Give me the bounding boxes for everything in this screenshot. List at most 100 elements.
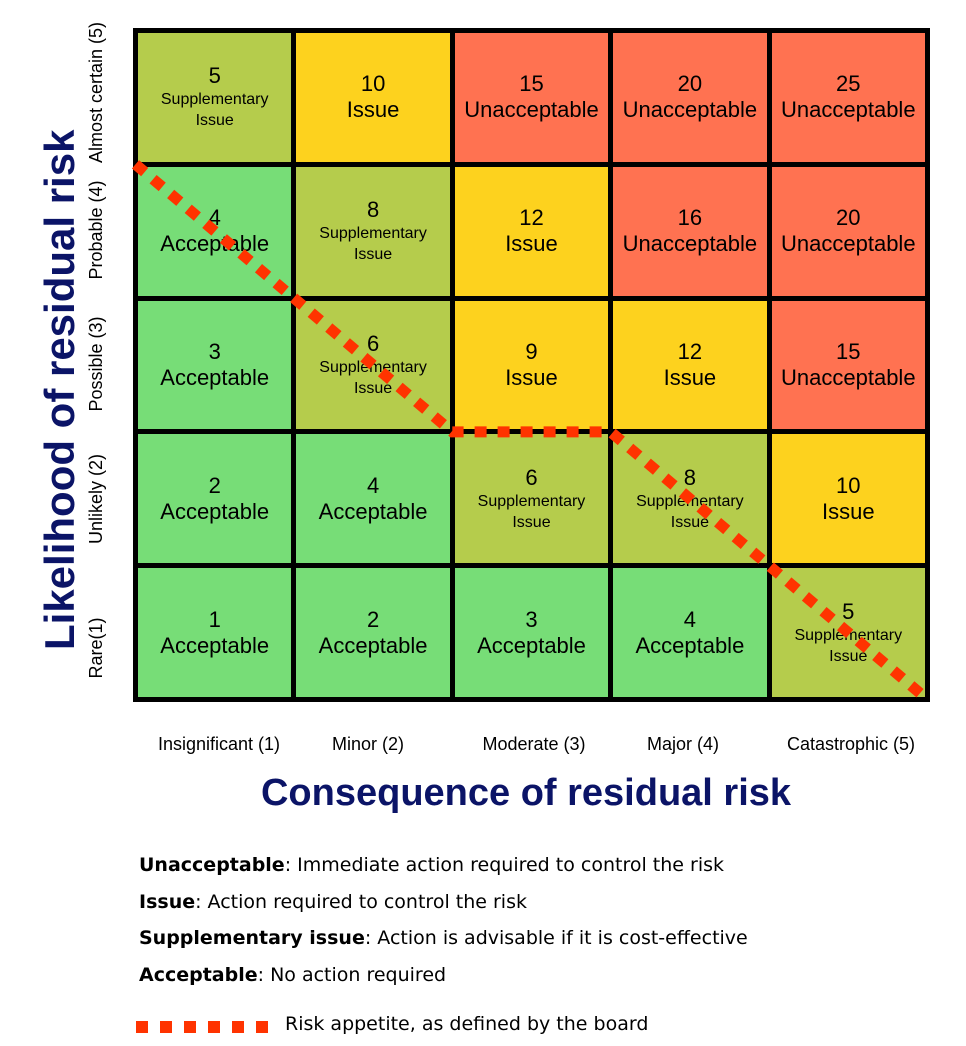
row-label-possible: Possible (3)	[86, 316, 106, 412]
matrix-cell: 12 Issue	[454, 166, 609, 296]
row-label-rare: Rare(1)	[86, 617, 106, 679]
cell-label: Issue	[505, 364, 558, 390]
legend-supplementary: Supplementary issue: Action is advisable…	[139, 926, 748, 950]
cell-score: 12	[519, 205, 544, 231]
matrix-cell: 2 Acceptable	[296, 568, 450, 697]
cell-label: Supplementary	[319, 225, 427, 243]
col-label-catastrophic: Catastrophic (5)	[786, 734, 916, 754]
col-label-moderate: Moderate (3)	[482, 734, 586, 754]
matrix-cell: 9 Issue	[454, 300, 609, 430]
cell-label: Unacceptable	[622, 231, 758, 257]
legend-acceptable: Acceptable: No action required	[139, 963, 446, 987]
cell-label: Acceptable	[477, 632, 586, 658]
cell-score: 15	[836, 338, 861, 364]
legend-unacceptable: Unacceptable: Immediate action required …	[139, 853, 724, 877]
cell-score: 6	[525, 464, 538, 490]
cell-score: 25	[836, 71, 861, 97]
cell-score: 2	[366, 606, 380, 632]
legend-term: Acceptable	[139, 964, 258, 986]
matrix-cell: 6 Supplementary Issue	[296, 300, 450, 430]
matrix-cell: 8 Supplementary Issue	[296, 166, 450, 296]
matrix-cell: 12 Issue	[613, 300, 767, 430]
cell-label: Unacceptable	[464, 97, 599, 123]
cell-label: Acceptable	[160, 231, 270, 257]
matrix-cell: 3 Acceptable	[454, 568, 609, 697]
cell-label: Acceptable	[318, 632, 428, 658]
x-axis-title: Consequence of residual risk	[260, 772, 792, 814]
cell-label: Issue	[505, 231, 558, 257]
legend-desc: : Action is advisable if it is cost-effe…	[364, 927, 748, 949]
cell-label: Unacceptable	[781, 364, 916, 390]
cell-label: Supplementary	[794, 626, 903, 644]
cell-label-line2: Issue	[353, 379, 393, 397]
cell-score: 12	[677, 338, 703, 364]
cell-score: 10	[836, 472, 861, 498]
cell-label: Acceptable	[160, 632, 270, 658]
matrix-cell: 8 Supplementary Issue	[613, 434, 767, 564]
col-label-insignificant: Insignificant (1)	[157, 734, 281, 754]
cell-score: 8	[366, 197, 380, 223]
cell-label: Issue	[821, 498, 875, 524]
cell-score: 1	[208, 606, 221, 632]
cell-label: Acceptable	[160, 498, 270, 524]
matrix-cell: 4 Acceptable	[613, 568, 767, 697]
legend-term: Issue	[139, 891, 196, 913]
cell-label: Acceptable	[635, 632, 745, 658]
cell-score: 4	[683, 606, 696, 632]
cell-label: Issue	[663, 364, 717, 390]
cell-score: 20	[677, 71, 703, 97]
cell-label: Unacceptable	[781, 97, 916, 123]
cell-score: 4	[366, 472, 380, 498]
cell-label-line2: Issue	[512, 513, 551, 531]
cell-score: 5	[208, 63, 221, 89]
cell-label: Supplementary	[477, 492, 586, 510]
cell-score: 3	[208, 338, 221, 364]
cell-label: Supplementary	[319, 358, 427, 376]
matrix-cell: 4 Acceptable	[138, 166, 292, 296]
cell-label-line2: Issue	[670, 513, 709, 531]
cell-score: 15	[519, 71, 544, 97]
matrix-cell: 20 Unacceptable	[771, 166, 925, 296]
cell-label-line2: Issue	[195, 112, 234, 130]
col-label-major: Major (4)	[646, 734, 720, 754]
matrix-cell: 5 Supplementary Issue	[771, 568, 925, 697]
matrix-cell: 6 Supplementary Issue	[454, 434, 609, 564]
cell-label: Supplementary	[160, 91, 269, 109]
matrix-cell: 16 Unacceptable	[613, 166, 767, 296]
cell-score: 20	[836, 205, 861, 231]
col-label-minor: Minor (2)	[331, 734, 405, 754]
matrix-cell: 10 Issue	[296, 33, 450, 162]
legend-term: Unacceptable	[139, 854, 285, 876]
matrix-cell: 2 Acceptable	[138, 434, 292, 564]
legend-term: Supplementary issue	[139, 927, 365, 949]
cell-label: Acceptable	[160, 364, 270, 390]
row-label-probable: Probable (4)	[86, 180, 106, 280]
y-axis-title: Likelihood of residual risk	[36, 129, 83, 650]
cell-label: Issue	[346, 97, 400, 123]
cell-label: Unacceptable	[781, 231, 916, 257]
matrix-cell: 25 Unacceptable	[771, 33, 925, 162]
cell-score: 6	[366, 330, 380, 356]
matrix-cell: 5 Supplementary Issue	[138, 33, 292, 162]
cell-score: 9	[525, 338, 538, 364]
cell-label: Acceptable	[318, 498, 428, 524]
cell-score: 5	[842, 598, 855, 624]
legend-desc: : No action required	[257, 964, 447, 986]
row-label-unlikely: Unlikely (2)	[86, 453, 106, 545]
matrix-cell: 3 Acceptable	[138, 300, 292, 430]
legend-desc: : Immediate action required to control t…	[284, 854, 725, 876]
cell-label: Unacceptable	[622, 97, 758, 123]
cell-score: 16	[677, 205, 703, 231]
risk-matrix: 5 Supplementary Issue 10 Issue 15 Unacceptable…	[133, 28, 930, 702]
cell-score: 2	[208, 472, 221, 498]
row-label-almost-certain: Almost certain (5)	[86, 21, 106, 163]
cell-score: 8	[683, 464, 696, 490]
cell-score: 4	[208, 205, 221, 231]
matrix-cell: 4 Acceptable	[296, 434, 450, 564]
cell-label-line2: Issue	[353, 246, 393, 264]
cell-label: Supplementary	[636, 492, 744, 510]
risk-appetite-legend-text: Risk appetite, as defined by the board	[285, 1013, 649, 1035]
risk-appetite-legend-swatch	[136, 1021, 272, 1033]
matrix-cell: 10 Issue	[771, 434, 925, 564]
matrix-cell: 20 Unacceptable	[613, 33, 767, 162]
